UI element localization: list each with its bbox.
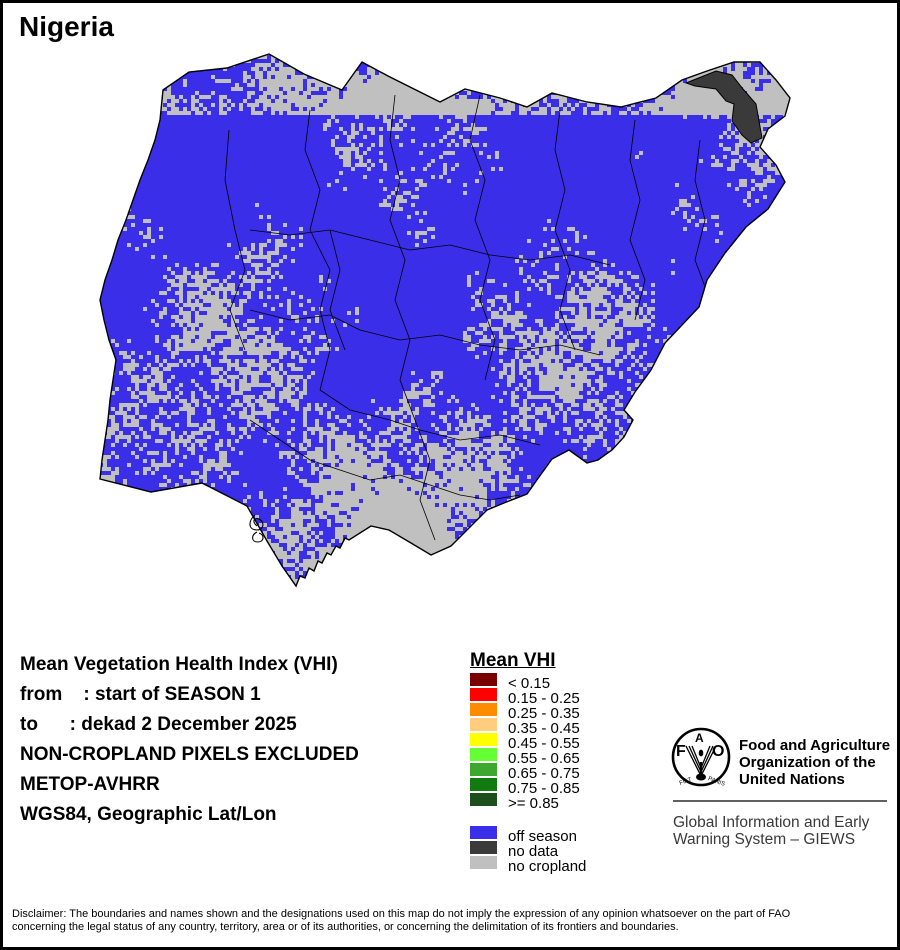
svg-text:Food and Agriculture: Food and Agriculture xyxy=(739,737,890,754)
svg-text:Global Information and Early: Global Information and Early xyxy=(673,814,870,831)
svg-text:FIAT: FIAT xyxy=(679,777,693,787)
svg-text:United Nations: United Nations xyxy=(739,771,845,788)
svg-text:PANIS: PANIS xyxy=(707,776,726,788)
svg-text:Organization of the: Organization of the xyxy=(739,754,876,771)
svg-text:Warning System – GIEWS: Warning System – GIEWS xyxy=(673,831,855,848)
svg-text:A: A xyxy=(695,731,704,745)
svg-text:F: F xyxy=(676,743,686,760)
